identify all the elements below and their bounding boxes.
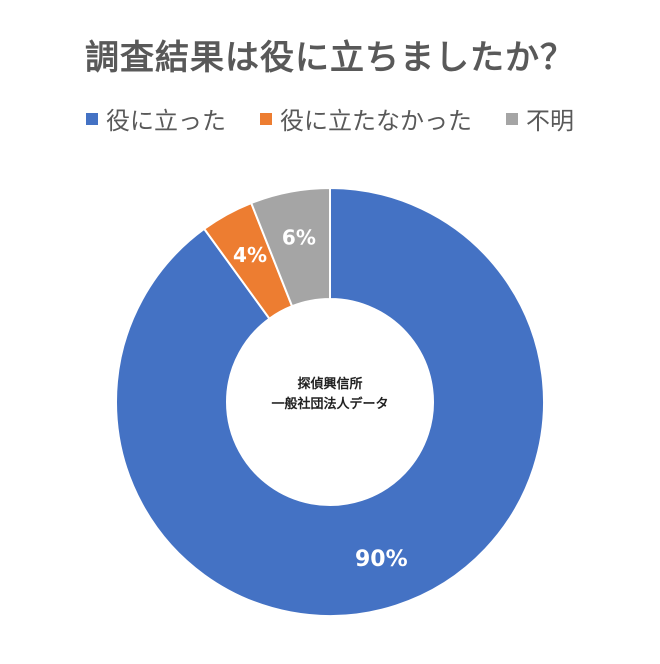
legend-label-not-helpful: 役に立たなかった <box>280 107 472 135</box>
donut-label-1: 4% <box>233 243 267 267</box>
legend-swatch-not-helpful <box>260 112 272 125</box>
legend-label-helpful: 役に立った <box>106 107 226 135</box>
legend: 役に立った 役に立たなかった 不明 <box>0 101 660 136</box>
donut-hole <box>229 301 431 503</box>
legend-label-unknown: 不明 <box>526 107 574 135</box>
legend-item-not-helpful: 役に立たなかった <box>260 101 472 136</box>
center-note-line-1: 探偵興信所 <box>297 377 363 392</box>
legend-swatch-helpful <box>86 112 98 125</box>
donut-label-2: 6% <box>282 225 316 249</box>
donut-slice-0 <box>115 186 545 617</box>
legend-item-unknown: 不明 <box>506 101 574 136</box>
donut-label-0: 90% <box>355 547 408 572</box>
center-note: 探偵興信所 一般社団法人データ <box>230 375 430 415</box>
legend-item-helpful: 役に立った <box>86 101 226 136</box>
donut-slice-2 <box>249 186 331 308</box>
legend-swatch-unknown <box>506 112 518 125</box>
chart-title: 調査結果は役に立ちましたか？ <box>85 38 575 78</box>
center-note-line-2: 一般社団法人データ <box>271 397 389 412</box>
